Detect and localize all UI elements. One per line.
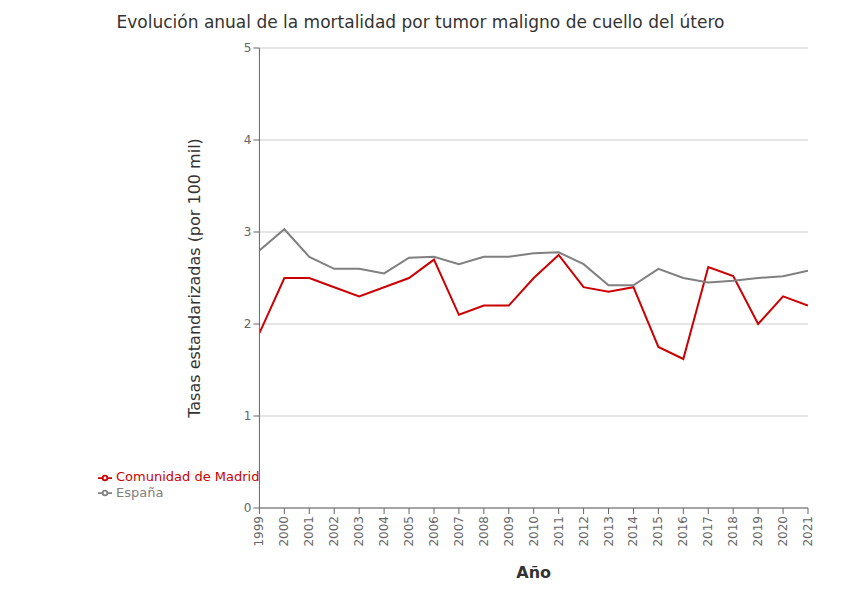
svg-text:0: 0 <box>244 501 252 515</box>
svg-text:2007: 2007 <box>452 516 466 547</box>
svg-text:2004: 2004 <box>377 516 391 547</box>
svg-text:2002: 2002 <box>327 516 341 547</box>
svg-text:Año: Año <box>516 563 551 582</box>
svg-text:2: 2 <box>244 317 252 331</box>
svg-text:5: 5 <box>244 41 252 55</box>
svg-text:2006: 2006 <box>427 516 441 547</box>
svg-text:2000: 2000 <box>277 516 291 547</box>
svg-text:1999: 1999 <box>252 516 266 547</box>
svg-text:4: 4 <box>244 133 252 147</box>
svg-text:2021: 2021 <box>801 516 815 547</box>
svg-text:2017: 2017 <box>701 516 715 547</box>
svg-text:2012: 2012 <box>577 516 591 547</box>
svg-text:2005: 2005 <box>402 516 416 547</box>
html-text:España: España <box>116 484 164 500</box>
svg-text:2008: 2008 <box>477 516 491 547</box>
svg-text:Tasas estandarizadas (por 100: Tasas estandarizadas (por 100 mil) <box>185 138 204 419</box>
svg-text:2013: 2013 <box>602 516 616 547</box>
svg-text:2003: 2003 <box>352 516 366 547</box>
svg-text:2020: 2020 <box>776 516 790 547</box>
svg-text:3: 3 <box>244 225 252 239</box>
svg-text:2010: 2010 <box>527 516 541 547</box>
svg-text:2016: 2016 <box>676 516 690 547</box>
svg-text:1: 1 <box>244 409 252 423</box>
svg-text:2009: 2009 <box>502 516 516 547</box>
svg-text:2015: 2015 <box>651 516 665 547</box>
svg-text:2001: 2001 <box>302 516 316 547</box>
svg-text:2019: 2019 <box>751 516 765 547</box>
svg-text:2014: 2014 <box>626 516 640 547</box>
html-text:Evolución anual de la mortalid: Evolución anual de la mortalidad por tum… <box>116 12 725 32</box>
svg-text:2018: 2018 <box>726 516 740 547</box>
svg-text:2011: 2011 <box>552 516 566 547</box>
html-text:Comunidad de Madrid: Comunidad de Madrid <box>116 469 260 484</box>
